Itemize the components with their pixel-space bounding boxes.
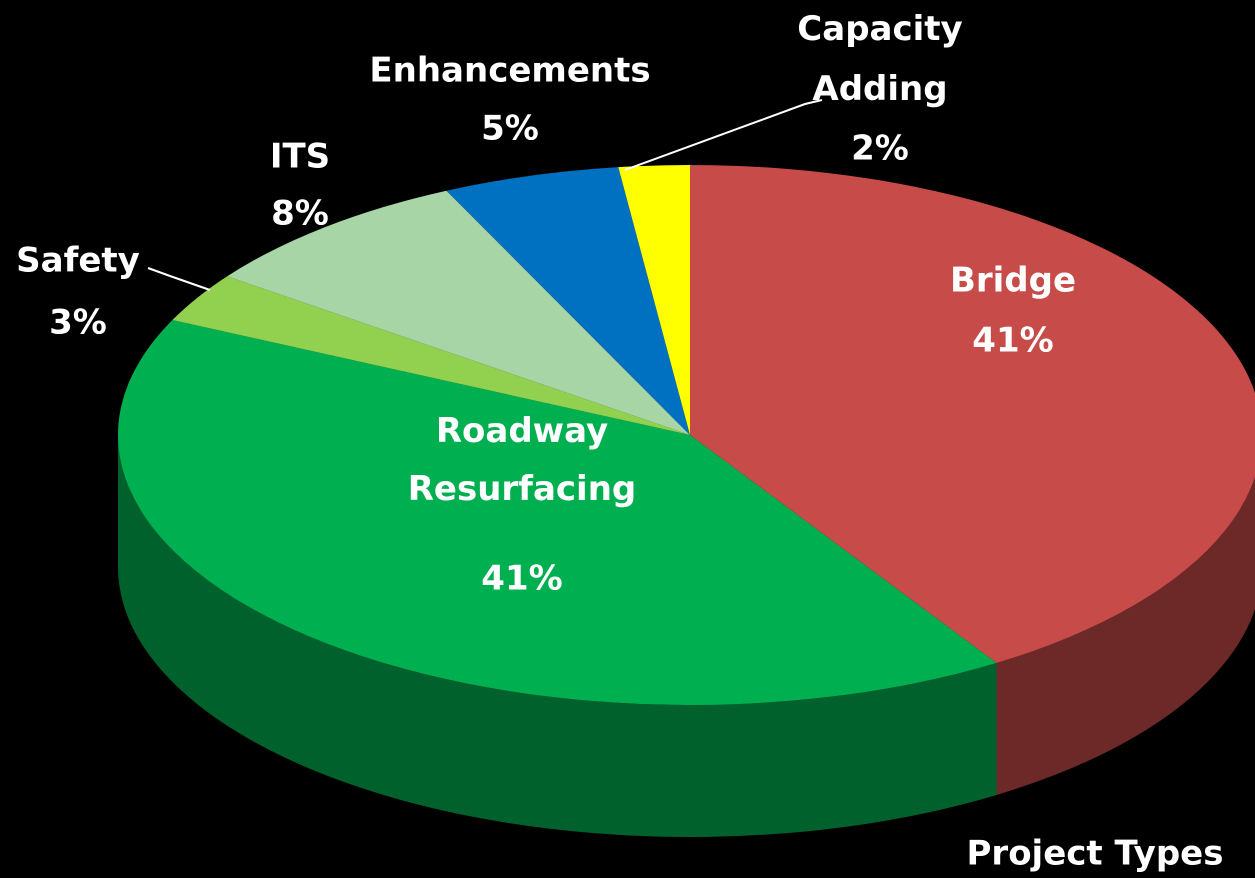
pie-slice [117, 320, 997, 705]
leader-line [624, 99, 823, 171]
category-label: Roadway Resurfacing [408, 411, 637, 509]
category-label: Capacity Adding [797, 9, 962, 109]
value-label: 3% [49, 303, 107, 343]
pie-slice [172, 276, 691, 435]
pie-slice [446, 167, 690, 435]
category-label: Bridge [950, 261, 1076, 301]
category-label: Safety [16, 241, 140, 281]
chart-title: Project Types [967, 834, 1224, 874]
labels: Bridge 41% Roadway Resurfacing 41% Safety 3% IT… [16, 9, 1076, 599]
pie-sides [118, 435, 1255, 837]
pie-slice [690, 165, 1255, 663]
pie-tops [117, 165, 1255, 705]
pie-slice [227, 190, 690, 435]
category-label: ITS [270, 137, 330, 177]
value-label: 2% [851, 129, 909, 169]
value-label: 41% [481, 559, 562, 599]
pie-slice [618, 165, 690, 435]
category-label: Enhancements [369, 51, 650, 91]
pie-side [118, 435, 997, 837]
pie-side [996, 476, 1255, 795]
value-label: 5% [481, 109, 539, 149]
leader-line [147, 267, 211, 291]
value-label: 41% [972, 321, 1053, 361]
value-label: 8% [271, 194, 329, 234]
